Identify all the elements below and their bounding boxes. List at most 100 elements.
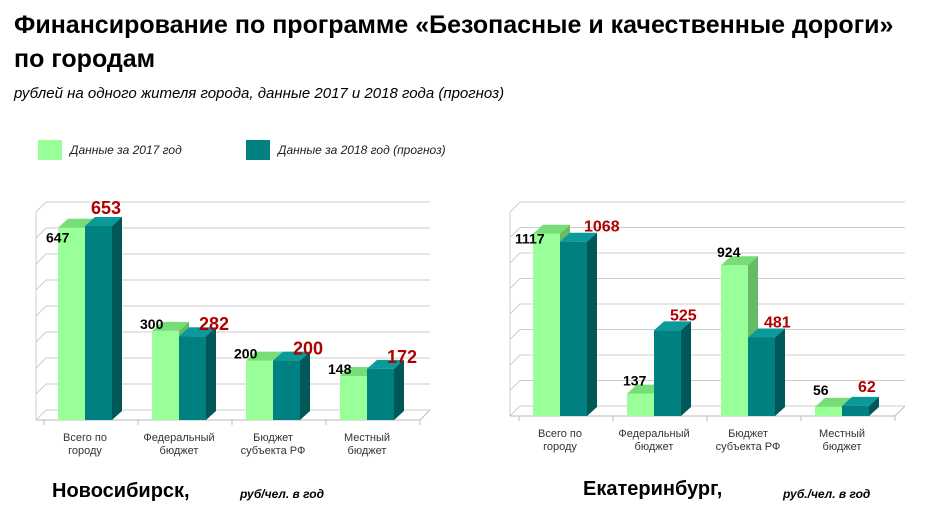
value-label-2017: 200 [234,346,258,362]
bar-2018 [179,327,216,420]
city-label-novosibirsk: Новосибирск, [52,480,190,502]
bar-side [775,328,785,416]
gridline-depth [35,253,47,265]
value-label-2017: 56 [813,382,829,398]
legend-swatch-2017 [38,140,62,160]
category-label: Местный бюджет [819,428,865,453]
gridline-depth [35,357,47,369]
bar-top [179,327,216,337]
page-subtitle: рублей на одного жителя города, данные 2… [14,85,505,102]
bar-front [58,227,85,420]
gridline-depth [509,380,521,391]
category-label: Всего по городу [538,428,582,453]
value-label-2018: 653 [91,198,121,218]
bar-front [748,337,775,416]
bar-2018 [560,232,597,416]
bar-front [152,330,179,420]
bar-top [654,321,691,331]
bar-top [560,232,597,242]
bar-side [112,216,122,420]
bar-2018 [842,396,879,416]
bar-front [627,393,654,416]
gridline-depth [509,278,521,289]
gridline-depth [509,252,521,264]
gridline-depth [35,305,47,317]
bar-top [721,256,758,266]
gridline-depth [509,405,521,417]
gridline-depth [509,329,521,340]
bar-front [273,360,300,420]
bar-front [533,233,560,416]
legend-item-2018: Данные за 2018 год (прогноз) [246,140,446,160]
bar-top [246,351,283,361]
bar-front [842,405,869,416]
floor-edge [894,405,906,417]
gridline-depth [509,303,521,315]
bar-top [533,224,570,234]
bar-2018 [85,216,122,420]
gridline-depth [509,201,521,213]
bar-front [367,368,394,420]
gridline-depth [35,227,47,239]
value-label-2017: 148 [328,361,352,377]
bar-front [815,406,842,416]
bar-front [246,360,273,420]
value-label-2018: 172 [387,347,417,367]
value-label-2017: 1117 [515,231,545,247]
legend-label-2017: Данные за 2017 год [70,143,182,157]
bar-2018 [367,359,404,420]
value-label-2018: 282 [199,314,229,334]
legend-item-2017: Данные за 2017 год [38,140,182,160]
value-label-2018: 200 [293,339,323,359]
gridline-depth [509,354,521,366]
value-label-2018: 62 [858,379,876,396]
value-label-2018: 481 [764,315,791,332]
gridline-depth [509,227,521,238]
value-label-2017: 137 [623,373,647,389]
value-label-2017: 924 [717,244,741,260]
bar-top [367,359,404,369]
unit-label-novosibirsk: руб/чел. в год [240,487,324,501]
bar-top [748,328,785,338]
bar-front [85,225,112,420]
bar-side [300,351,310,420]
bar-side [206,327,216,420]
category-label: Бюджет субъекта РФ [716,428,781,453]
page-title: Финансирование по программе «Безопасные … [14,11,894,73]
category-label: Местный бюджет [344,432,390,457]
category-label: Бюджет субъекта РФ [241,432,306,457]
gridline-depth [35,331,47,343]
bar-2018 [748,328,785,416]
floor-edge [419,409,431,421]
value-label-2017: 647 [46,230,70,246]
value-label-2018: 1068 [584,219,620,236]
category-label: Федеральный бюджет [618,428,689,453]
category-label: Всего по городу [63,432,107,457]
bar-front [721,265,748,416]
category-label: Федеральный бюджет [143,432,214,457]
legend-swatch-2018 [246,140,270,160]
value-label-2017: 300 [140,316,164,332]
gridline-depth [35,279,47,291]
gridline-depth [35,201,47,213]
bar-top [85,216,122,226]
bar-front [654,330,681,416]
bar-top [815,397,852,407]
gridline-depth [35,383,47,395]
bar-front [560,241,587,416]
bar-side [869,396,879,416]
legend-label-2018: Данные за 2018 год (прогноз) [278,143,446,157]
gridline-depth [35,409,47,421]
unit-label-ekaterinburg: руб./чел. в год [783,487,871,501]
bar-front [179,336,206,420]
bar-side [587,232,597,416]
bar-top [152,321,189,331]
value-label-2018: 525 [670,307,697,324]
bar-front [340,376,367,420]
city-label-ekaterinburg: Екатеринбург, [583,478,723,500]
bar-2018 [273,351,310,420]
bar-side [394,359,404,420]
bar-side [681,321,691,416]
